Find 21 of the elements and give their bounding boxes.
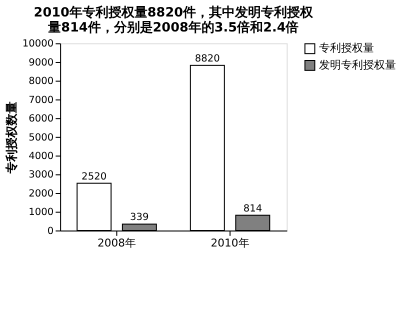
y-axis-title: 专利授权数量 <box>4 101 18 174</box>
y-tick-label: 2000 <box>28 188 54 200</box>
legend-label: 专利授权量 <box>319 42 374 55</box>
data-label: 814 <box>243 203 262 214</box>
y-tick-label: 1000 <box>28 207 54 218</box>
y-tick-label: 4000 <box>28 151 54 162</box>
data-label: 8820 <box>194 53 220 64</box>
y-tick-label: 7000 <box>28 94 54 106</box>
y-tick-label: 8000 <box>28 76 54 88</box>
chart-title: 2010年专利授权量8820件，其中发明专利授权量814件，分别是2008年的3.5倍和2.4倍 <box>34 4 314 36</box>
y-tick-label: 5000 <box>28 132 54 144</box>
data-label: 2520 <box>82 171 107 182</box>
y-tick-label: 3000 <box>28 170 54 181</box>
y-tick-label: 9000 <box>28 57 54 68</box>
y-tick-label: 10000 <box>22 38 54 50</box>
x-tick-label: 2010年 <box>210 236 250 250</box>
data-label: 339 <box>130 212 149 224</box>
x-tick-label: 2008年 <box>97 236 136 250</box>
y-tick-label: 6000 <box>28 114 54 125</box>
y-tick-label: 0 <box>47 226 54 237</box>
legend-label: 发明专利授权量 <box>319 58 396 72</box>
